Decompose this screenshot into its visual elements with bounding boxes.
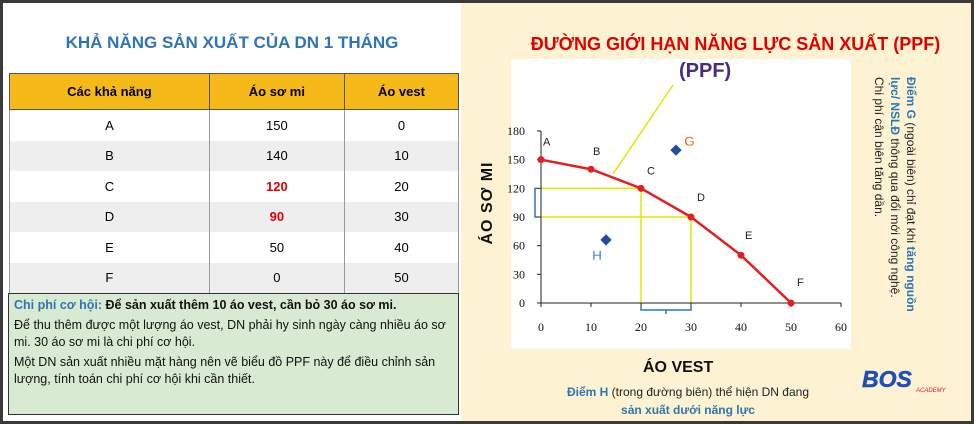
table-cell: B bbox=[9, 140, 210, 171]
x-tick-label: 10 bbox=[585, 320, 597, 334]
point-label-d: D bbox=[697, 192, 705, 204]
y-tick-label: 0 bbox=[519, 296, 525, 310]
x-tick-label: 30 bbox=[685, 320, 697, 334]
extra-point-label-g: G bbox=[684, 133, 695, 149]
y-bracket bbox=[534, 187, 538, 218]
table-cell: 20 bbox=[343, 171, 460, 202]
table-cell-highlight: 120 bbox=[208, 171, 345, 202]
logo-subtext: ACADEMY bbox=[915, 388, 947, 394]
ppf-point-a bbox=[537, 156, 545, 164]
x-tick-label: 40 bbox=[735, 320, 747, 334]
note-line-1: Chi phí cơ hội: Để sản xuất thêm 10 áo v… bbox=[14, 297, 453, 314]
x-bracket bbox=[640, 307, 692, 314]
table-cell: 50 bbox=[208, 232, 345, 263]
note-paragraph-3: Một DN sản xuất nhiều mặt hàng nên vẽ bi… bbox=[14, 355, 436, 386]
guide-line-c bbox=[541, 187, 642, 303]
table-cell: 30 bbox=[343, 201, 460, 232]
point-g-label: Điểm G bbox=[904, 77, 918, 120]
table-cell: 0 bbox=[343, 109, 460, 141]
y-tick-label: 30 bbox=[513, 267, 525, 281]
x-tick-label: 50 bbox=[785, 320, 797, 334]
ppf-point-c bbox=[637, 184, 645, 192]
table-cell: 150 bbox=[208, 109, 345, 141]
x-axis-label: ÁO VEST bbox=[643, 359, 714, 376]
extra-point-h bbox=[600, 234, 612, 246]
opportunity-cost-note: Chi phí cơ hội: Để sản xuất thêm 10 áo v… bbox=[8, 293, 459, 415]
note-label: Chi phí cơ hội: bbox=[14, 298, 103, 312]
table-cell: 0 bbox=[208, 262, 345, 294]
plot-background bbox=[511, 59, 851, 349]
extra-point-g bbox=[670, 144, 682, 156]
ppf-pointer-line bbox=[612, 84, 674, 175]
point-label-a: A bbox=[543, 137, 551, 149]
guide-line-d bbox=[541, 216, 692, 303]
ppf-chart: 0 10 20 30 40 50 60 0 30 60 90 120 150 180 A B C D E F G H (… bbox=[507, 60, 847, 334]
table-row: D 90 30 bbox=[9, 201, 460, 232]
x-tick-label: 0 bbox=[538, 320, 544, 334]
header-cell: Áo sơ mi bbox=[208, 73, 345, 110]
point-label-e: E bbox=[745, 230, 752, 242]
y-tick-label: 150 bbox=[507, 153, 525, 167]
production-table: Các khả năng Áo sơ mi Áo vest A 150 0 B … bbox=[9, 73, 460, 294]
point-h-label: Điểm H bbox=[566, 385, 609, 399]
ppf-point-e bbox=[737, 251, 745, 259]
table-cell: C bbox=[9, 171, 210, 202]
ppf-label: (PPF) bbox=[679, 60, 731, 82]
table-cell: 140 bbox=[208, 140, 345, 171]
point-label-f: F bbox=[797, 277, 804, 289]
table-cell-highlight: 90 bbox=[208, 201, 345, 232]
side-note: Điểm G (ngoài biên) chỉ đạt khi tăng ngu… bbox=[872, 77, 918, 317]
table-cell: 50 bbox=[343, 262, 460, 294]
ppf-point-d bbox=[687, 213, 695, 221]
footer-text: (trong đường biên) thể hiện DN đang bbox=[608, 385, 810, 399]
logo-text: BOS bbox=[862, 366, 913, 392]
table-row: F 0 50 bbox=[9, 262, 460, 294]
footer-note: Điểm H (trong đường biên) thể hiện DN đa… bbox=[538, 383, 838, 419]
y-tick-label: 180 bbox=[507, 124, 525, 138]
table-cell: F bbox=[9, 262, 210, 294]
table-header-row: Các khả năng Áo sơ mi Áo vest bbox=[9, 73, 460, 110]
table-cell: D bbox=[9, 201, 210, 232]
y-tick-label: 120 bbox=[507, 181, 525, 195]
table-cell: 40 bbox=[343, 232, 460, 263]
footer-line-2: sản xuất dưới năng lực bbox=[621, 403, 755, 417]
x-tick-label: 20 bbox=[635, 320, 647, 334]
point-label-c: C bbox=[647, 165, 655, 177]
side-note-text-1: (ngoài biên) chỉ đạt khi bbox=[904, 119, 918, 247]
header-cell: Áo vest bbox=[343, 73, 460, 110]
extra-point-label-h: H bbox=[592, 247, 602, 263]
footer-line-1: Điểm H (trong đường biên) thể hiện DN đa… bbox=[538, 383, 838, 401]
table-cell: E bbox=[9, 232, 210, 263]
ppf-curve bbox=[540, 158, 792, 304]
table-row: A 150 0 bbox=[9, 109, 460, 141]
y-tick-label: 60 bbox=[513, 239, 525, 253]
y-tick-label: 90 bbox=[513, 210, 525, 224]
y-axis-label: ÁO SƠ MI bbox=[479, 161, 496, 245]
table-row: C 120 20 bbox=[9, 171, 460, 202]
ppf-point-b bbox=[587, 165, 595, 173]
x-tick-label: 60 bbox=[835, 320, 847, 334]
ppf-point-f bbox=[787, 299, 795, 307]
note-paragraph-2: Để thu thêm được một lượng áo vest, DN p… bbox=[14, 318, 446, 349]
side-note-text: Điểm G (ngoài biên) chỉ đạt khi tăng ngu… bbox=[871, 77, 919, 317]
point-label-b: B bbox=[593, 146, 600, 158]
note-line-1-text: Để sản xuất thêm 10 áo vest, cần bỏ 30 á… bbox=[102, 298, 397, 312]
table-row: E 50 40 bbox=[9, 232, 460, 263]
bos-academy-logo: BOS ACADEMY bbox=[862, 366, 947, 394]
table-cell: 10 bbox=[343, 140, 460, 171]
table-row: B 140 10 bbox=[9, 140, 460, 171]
header-cell: Các khả năng bbox=[9, 73, 210, 110]
left-panel: KHẢ NĂNG SẢN XUẤT CỦA DN 1 THÁNG Các khả… bbox=[3, 3, 461, 421]
chart-title: ĐƯỜNG GIỚI HẠN NĂNG LỰC SẢN XUẤT (PPF) bbox=[530, 34, 941, 54]
table-title: KHẢ NĂNG SẢN XUẤT CỦA DN 1 THÁNG bbox=[65, 33, 399, 52]
table-cell: A bbox=[9, 109, 210, 141]
